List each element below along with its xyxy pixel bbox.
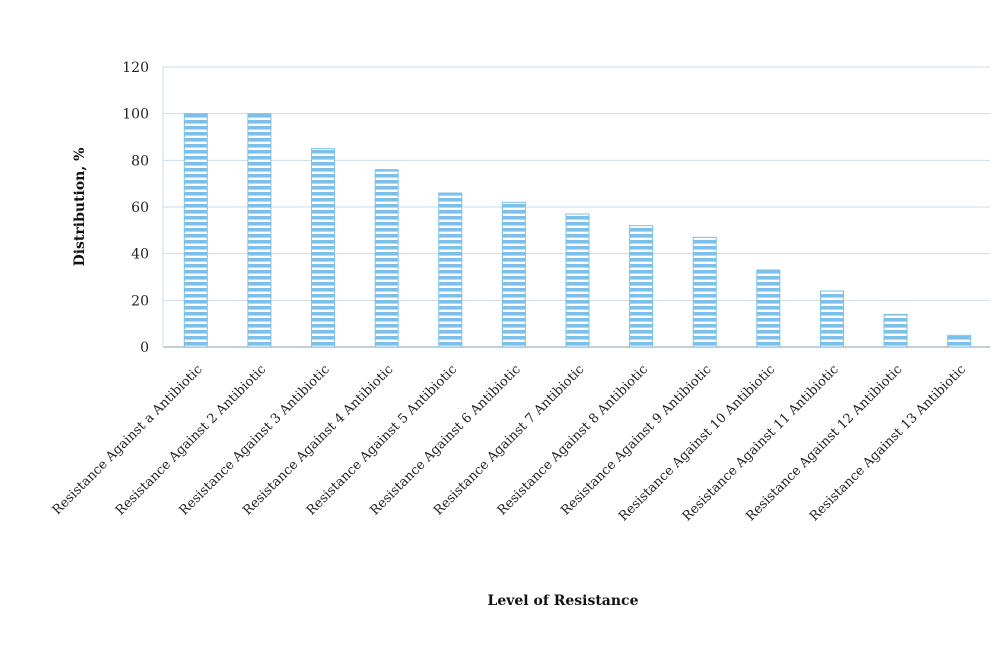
bar — [819, 290, 844, 348]
bar — [374, 169, 399, 348]
bar — [565, 213, 590, 348]
y-tick-label: 40 — [131, 247, 149, 263]
y-axis-title: Distribution, % — [72, 148, 88, 267]
bar — [438, 192, 463, 348]
y-tick-label: 80 — [131, 153, 149, 169]
gridlines — [162, 66, 990, 348]
bar — [947, 334, 972, 348]
y-axis-ticks: 0 20 40 60 80 100 120 — [122, 60, 149, 356]
x-axis-ticks: Resistance Against a AntibioticResistanc… — [50, 362, 969, 524]
bar — [692, 236, 717, 348]
bar — [311, 148, 336, 348]
y-tick-label: 0 — [140, 340, 149, 356]
x-axis-title: Level of Resistance — [488, 593, 639, 609]
bar — [883, 313, 908, 348]
bars — [183, 113, 972, 348]
bar — [183, 113, 208, 348]
y-tick-label: 100 — [122, 107, 149, 123]
bar — [756, 269, 781, 348]
bar — [629, 225, 654, 348]
bar — [247, 113, 272, 348]
y-tick-label: 20 — [131, 293, 149, 309]
y-tick-label: 60 — [131, 200, 149, 216]
bar — [501, 201, 526, 348]
y-tick-label: 120 — [122, 60, 149, 76]
